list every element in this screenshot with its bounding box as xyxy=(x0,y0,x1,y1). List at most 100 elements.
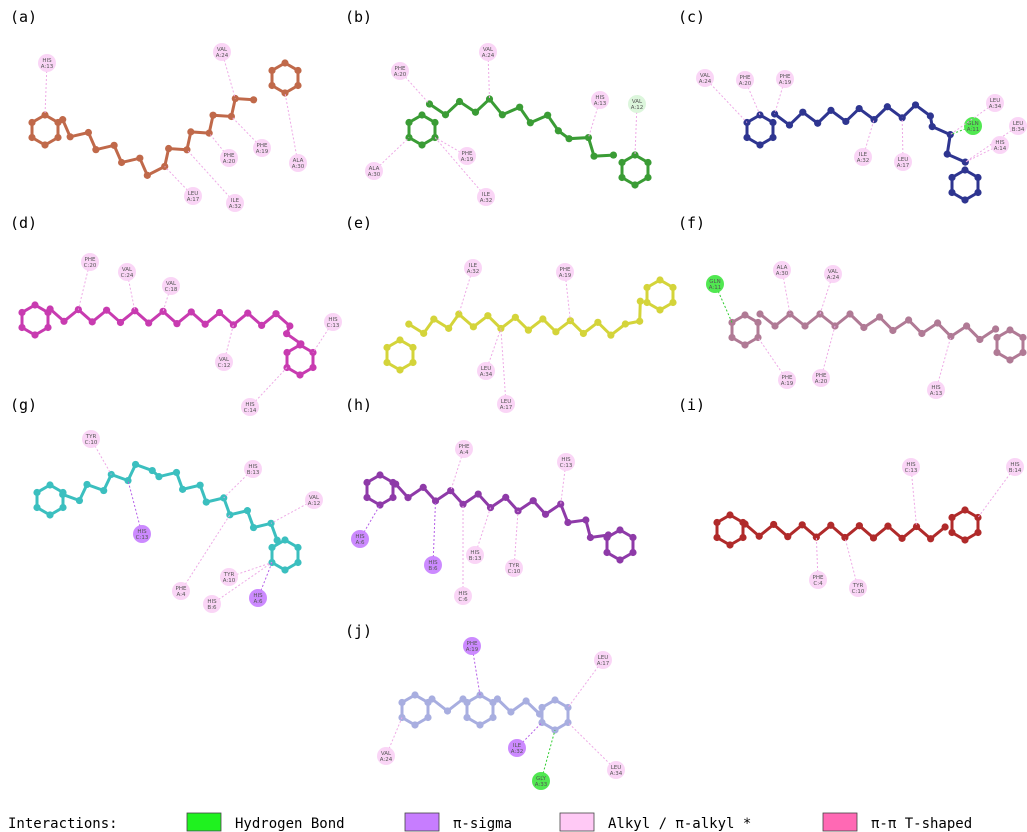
atom xyxy=(28,119,35,126)
atom xyxy=(934,319,941,326)
atom xyxy=(516,104,523,111)
atom xyxy=(383,359,390,366)
atom xyxy=(590,153,597,160)
atom xyxy=(525,327,532,334)
atom xyxy=(85,129,92,136)
atom xyxy=(912,101,919,108)
atom xyxy=(145,319,152,326)
atom xyxy=(376,471,383,478)
panel: (e)ILEA:32PHEA:19LEUA:34LEUA:17 xyxy=(345,214,677,413)
residue-chain: A:34 xyxy=(610,771,623,777)
atom xyxy=(557,500,564,507)
atom xyxy=(283,349,290,356)
atom xyxy=(392,480,399,487)
residue-chain: B:14 xyxy=(1009,468,1022,474)
atom xyxy=(309,364,316,371)
residue-chain: A:24 xyxy=(827,275,840,281)
figure: (a)HISA:13VALA:24PHEA:20PHEA:19ALAA:30LE… xyxy=(0,0,1027,832)
atom xyxy=(294,67,301,74)
atom xyxy=(456,98,463,105)
atom xyxy=(603,549,610,556)
atom xyxy=(179,486,186,493)
residue-chain: A:24 xyxy=(380,757,393,763)
residue-chain: A:20 xyxy=(394,72,407,78)
residue-chain: A:17 xyxy=(597,661,610,667)
molecule xyxy=(33,461,301,574)
atom xyxy=(59,116,66,123)
atom xyxy=(944,151,951,158)
interaction-line xyxy=(435,138,486,198)
atom xyxy=(741,311,748,318)
atom xyxy=(974,189,981,196)
atom xyxy=(476,721,483,728)
panel: (d)PHEC:20VALC:24VALC:18HISC:13VALC:12HI… xyxy=(10,214,342,416)
residue-chain: A:32 xyxy=(857,158,870,164)
atom xyxy=(294,559,301,566)
residue-chain: A:32 xyxy=(229,204,242,210)
residue-chain: A:6 xyxy=(355,540,365,546)
atom xyxy=(539,315,546,322)
atom xyxy=(226,511,233,518)
residue-chain: A:13 xyxy=(41,64,54,70)
atom xyxy=(296,371,303,378)
ring xyxy=(997,330,1023,360)
interaction-line xyxy=(433,501,436,565)
atom xyxy=(89,318,96,325)
atom xyxy=(250,96,257,103)
ring xyxy=(22,305,48,335)
atom xyxy=(799,521,806,528)
atom xyxy=(18,324,25,331)
atom xyxy=(884,523,891,530)
atom xyxy=(444,707,451,714)
atom xyxy=(669,284,676,291)
atom xyxy=(405,119,412,126)
atom xyxy=(522,697,529,704)
atom xyxy=(974,174,981,181)
panel: (f)GLNA:11ALAA:30VALA:24PHEA:19PHEA:20HI… xyxy=(678,214,1027,399)
atom xyxy=(165,145,172,152)
residue-chain: A:17 xyxy=(897,163,910,169)
atom xyxy=(713,534,720,541)
ring xyxy=(717,515,743,545)
atom xyxy=(948,514,955,521)
atom xyxy=(463,714,470,721)
atom xyxy=(961,536,968,543)
atom xyxy=(842,118,849,125)
atom xyxy=(18,309,25,316)
ring xyxy=(287,345,313,375)
atom xyxy=(530,497,537,504)
atom xyxy=(230,321,237,328)
residue-chain: C:13 xyxy=(905,468,918,474)
atom xyxy=(741,520,748,527)
atom xyxy=(754,319,761,326)
residue-chain: C:20 xyxy=(84,263,97,269)
legend-swatch xyxy=(823,813,857,831)
legend-title: Interactions: xyxy=(8,816,118,832)
panel: (i)HISC:13HISB:14PHEC:4TYRC:10 xyxy=(678,396,1024,597)
atom xyxy=(411,721,418,728)
molecule xyxy=(18,301,316,378)
ring xyxy=(747,115,773,145)
atom xyxy=(784,533,791,540)
residue-chain: B:34 xyxy=(1012,127,1025,133)
atom xyxy=(636,318,643,325)
atom xyxy=(992,325,999,332)
atom xyxy=(860,324,867,331)
atom xyxy=(173,320,180,327)
interaction-line xyxy=(501,328,506,404)
residue-chain: A:12 xyxy=(308,501,321,507)
residue-chain: A:34 xyxy=(989,104,1002,110)
molecule xyxy=(383,276,676,373)
atom xyxy=(499,111,506,118)
residue-chain: C:10 xyxy=(85,440,98,446)
ring xyxy=(272,63,298,93)
panel: (j)PHEA:19LEUA:17VALA:24ILEA:32LEUA:34GL… xyxy=(345,622,625,790)
interaction-line xyxy=(978,467,1015,518)
atom xyxy=(974,529,981,536)
atom xyxy=(268,544,275,551)
atom xyxy=(770,521,777,528)
atom xyxy=(132,461,139,468)
atom xyxy=(905,316,912,323)
residue-chain: A:20 xyxy=(815,379,828,385)
atom xyxy=(103,307,110,314)
